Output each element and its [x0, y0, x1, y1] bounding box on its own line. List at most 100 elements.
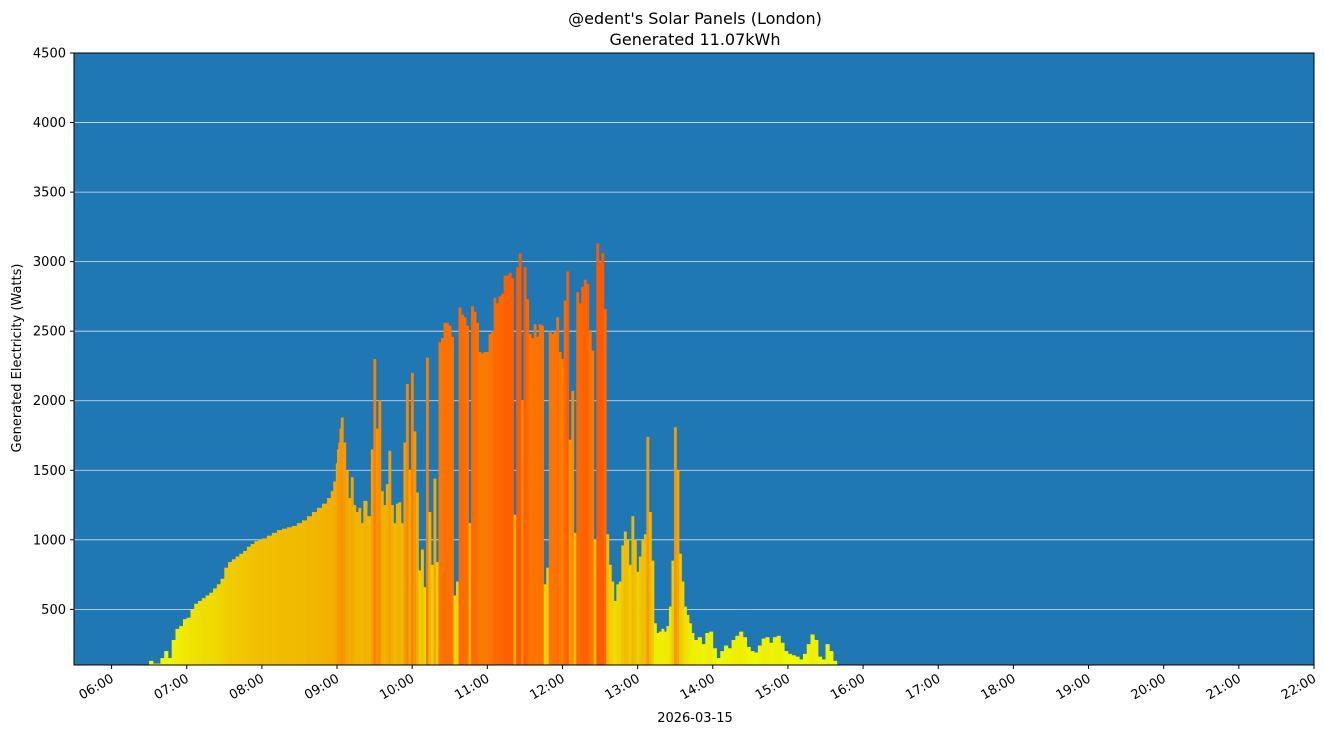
bar	[833, 660, 838, 665]
bar	[799, 659, 804, 665]
bar	[440, 338, 444, 665]
bar	[243, 550, 248, 665]
bar	[488, 333, 492, 665]
bar	[716, 658, 721, 665]
bar	[683, 606, 687, 665]
bar	[731, 639, 736, 665]
bar	[164, 651, 169, 665]
bar	[598, 261, 602, 665]
bar	[478, 352, 482, 665]
bar	[506, 275, 510, 665]
bar	[533, 324, 537, 665]
bar	[481, 353, 484, 665]
bar	[476, 322, 479, 665]
bar	[772, 637, 778, 665]
bar	[438, 342, 442, 665]
bar	[523, 267, 527, 665]
bar	[451, 336, 454, 665]
bar	[393, 523, 397, 665]
bar	[428, 512, 432, 665]
bar	[643, 534, 647, 665]
bar	[661, 628, 665, 665]
bar	[471, 306, 474, 665]
bar	[528, 333, 532, 665]
y-tick-label: 3500	[33, 186, 66, 201]
bar	[209, 592, 214, 665]
bar	[261, 538, 268, 665]
bar	[220, 578, 225, 665]
bar	[443, 322, 447, 665]
bar	[498, 296, 502, 665]
bar	[216, 584, 221, 665]
bar	[363, 500, 368, 665]
x-tick-label: 09:00	[302, 671, 342, 703]
bar	[149, 660, 154, 665]
bar	[415, 492, 419, 665]
bar	[410, 372, 414, 665]
bar	[631, 516, 635, 665]
y-axis-label: Generated Electricity (Watts)	[10, 264, 25, 453]
bar	[194, 603, 199, 665]
bar	[681, 581, 685, 665]
bar	[596, 243, 600, 665]
bar	[608, 564, 612, 665]
bar	[673, 427, 677, 665]
bar	[345, 470, 349, 665]
x-axis: 06:00 07:00 08:00 09:00 10:00 11:00 12:00 13:00…	[77, 665, 1319, 703]
bar	[511, 278, 515, 665]
bar	[266, 535, 273, 665]
bar	[333, 481, 337, 665]
x-tick-label: 16:00	[828, 671, 868, 703]
bar	[806, 644, 811, 665]
bar	[425, 357, 429, 665]
bar	[720, 651, 725, 665]
bar	[390, 505, 394, 665]
y-tick-label: 1000	[33, 533, 66, 548]
bar	[678, 553, 682, 665]
bar	[339, 428, 342, 665]
chart-subtitle: Generated 11.07kWh	[610, 30, 781, 49]
y-tick-label: 500	[41, 603, 66, 618]
bar	[430, 564, 434, 665]
bar	[556, 317, 560, 665]
bar	[784, 651, 789, 665]
bar	[553, 331, 557, 665]
y-tick-label: 2500	[33, 325, 66, 340]
bar	[296, 523, 303, 665]
bar	[350, 477, 354, 665]
bar	[175, 628, 180, 665]
bar	[611, 581, 615, 665]
bar	[769, 642, 774, 665]
bar	[568, 439, 572, 665]
bar	[735, 635, 740, 665]
bar	[546, 567, 550, 665]
x-tick-label: 06:00	[77, 671, 117, 703]
bar	[367, 516, 372, 665]
bar	[541, 325, 545, 665]
bar	[697, 637, 702, 665]
y-tick-label: 4500	[33, 47, 66, 62]
bar	[420, 549, 424, 665]
bar	[754, 652, 759, 665]
bar	[724, 645, 729, 665]
bar	[231, 559, 236, 665]
bar	[558, 352, 562, 665]
plot-frame	[73, 52, 1315, 666]
bar	[250, 543, 255, 665]
bar	[651, 560, 655, 665]
bar	[258, 539, 263, 665]
bar	[378, 400, 382, 665]
bar	[338, 442, 340, 665]
bar	[337, 449, 339, 665]
bar	[448, 325, 452, 665]
bar	[829, 651, 834, 665]
bar	[343, 442, 347, 665]
x-tick-label: 18:00	[978, 671, 1018, 703]
x-tick-label: 15:00	[753, 671, 793, 703]
bar	[603, 308, 607, 665]
bar	[691, 633, 695, 665]
bar	[802, 653, 808, 665]
bar	[578, 303, 582, 665]
bar	[348, 498, 352, 665]
bar	[388, 450, 392, 665]
